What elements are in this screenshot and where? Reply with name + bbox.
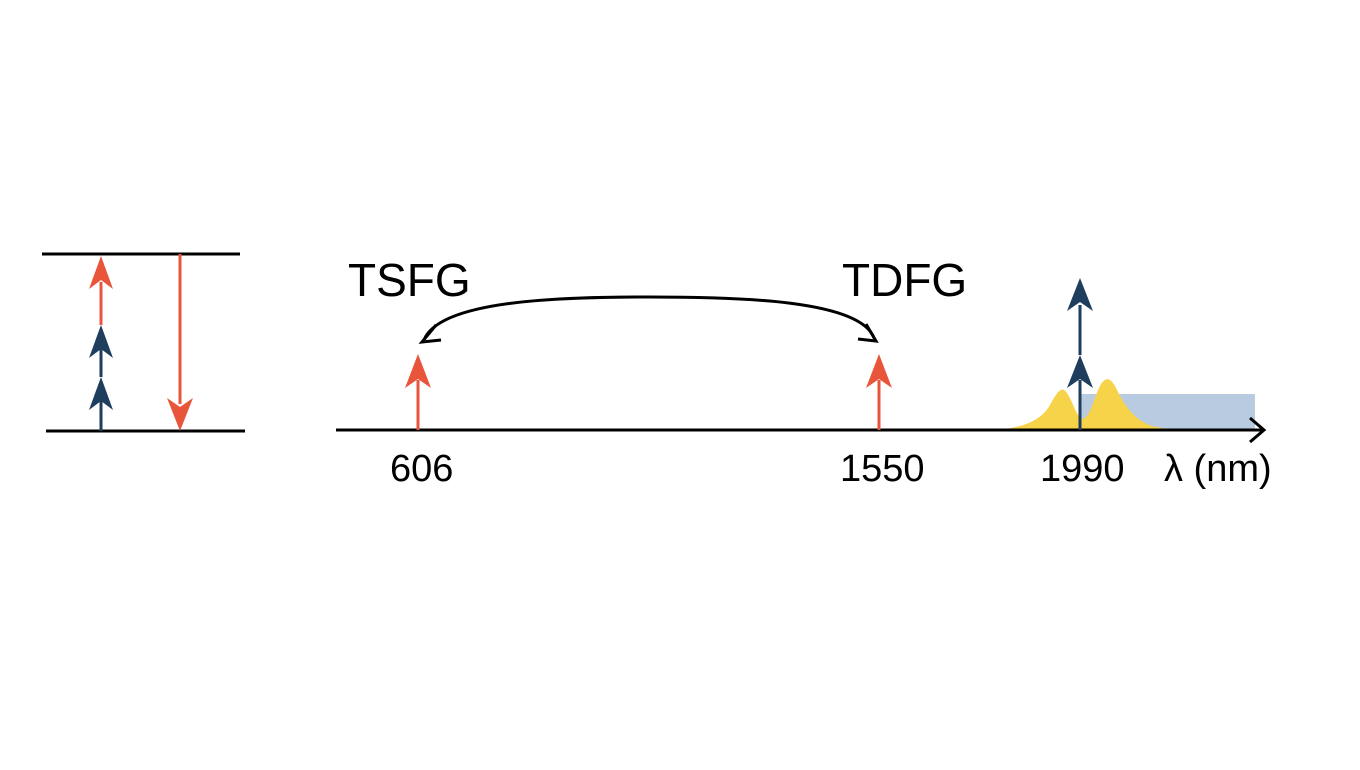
emission-spectrum-peaks (990, 379, 1210, 430)
energy-level-diagram (42, 252, 245, 433)
label-tsfg: TSFG (348, 254, 471, 306)
tick-label-1550: 1550 (840, 448, 925, 490)
wavelength-axis-diagram: TSFG TDFG 606 1550 1990 λ (nm) (336, 254, 1272, 490)
arrow-1990-head-2 (1067, 278, 1093, 311)
tick-label-606: 606 (390, 448, 453, 490)
arrow-1550-head (866, 354, 892, 388)
conversion-arrowhead-left (418, 324, 442, 344)
arrow-606 (405, 354, 431, 430)
conversion-curved-arrow (418, 295, 879, 344)
emission-arrow (167, 254, 193, 431)
emission-arrow-head (167, 398, 193, 431)
absorption-arrow-stack (89, 256, 113, 431)
absorption-arrow-3-head (89, 256, 113, 289)
absorption-arrow-2-head (89, 325, 113, 358)
arrow-1990-stack (1067, 278, 1093, 430)
tick-label-1990: 1990 (1040, 448, 1125, 490)
absorption-arrow-1-head (89, 377, 113, 410)
conversion-arrowhead-right (857, 323, 879, 343)
label-tdfg: TDFG (842, 254, 967, 306)
conversion-curve (422, 295, 876, 341)
arrow-1990-head-1 (1067, 355, 1093, 388)
axis-unit-label: λ (nm) (1164, 448, 1272, 490)
arrow-606-head (405, 354, 431, 388)
wavelength-axis-arrowhead (1249, 416, 1267, 444)
arrow-1550 (866, 354, 892, 430)
